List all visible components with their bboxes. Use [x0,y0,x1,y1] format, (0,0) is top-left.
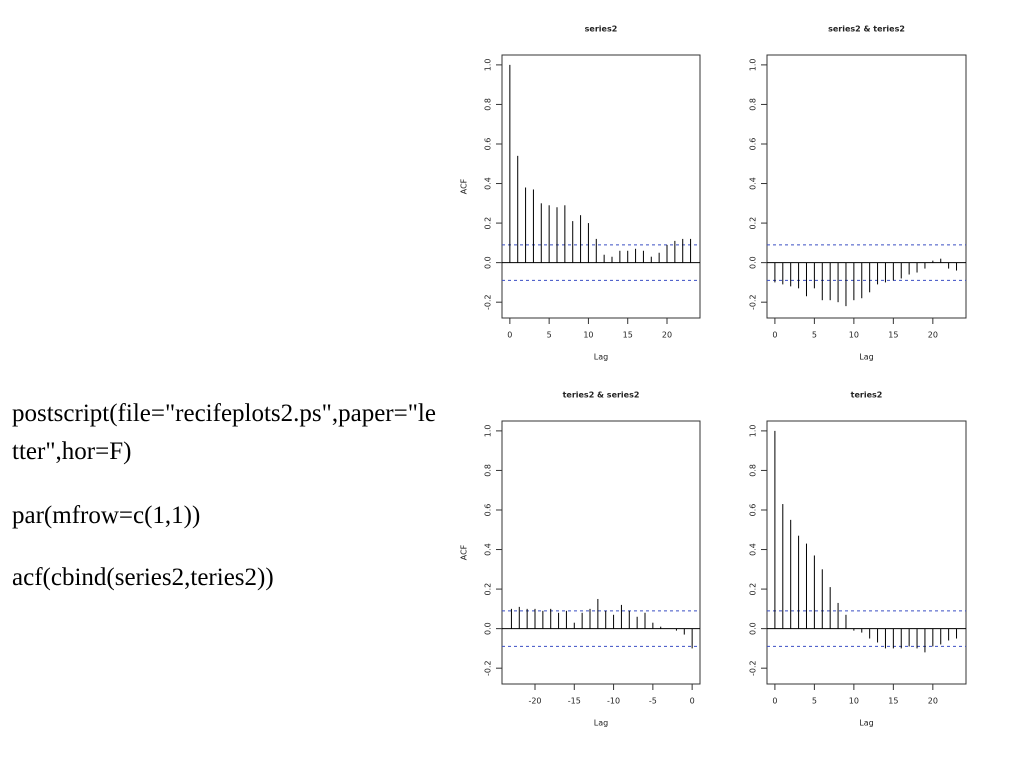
y-tick-label: 1.0 [749,59,758,72]
plot-frame [501,420,701,685]
x-axis-label: Lag [594,353,608,362]
y-tick-label: 0.8 [749,464,758,477]
x-tick-label: 0 [772,697,777,706]
x-axis-label: Lag [859,353,873,362]
y-tick-label: 0.0 [749,622,758,635]
y-tick-label: 0.4 [484,177,493,190]
x-tick-label: -20 [528,697,541,706]
y-tick-label: 0.4 [749,543,758,556]
x-axis-label: Lag [859,719,873,728]
chart-title: series2 [585,25,618,34]
y-axis-label: ACF [460,544,469,560]
x-tick-label: -5 [649,697,657,706]
y-tick-label: -0.2 [749,660,758,676]
x-tick-label: 10 [849,697,859,706]
chart-title: series2 & teries2 [828,25,905,34]
y-tick-label: 0.6 [484,138,493,151]
plot-frame [501,54,701,319]
y-tick-label: 1.0 [484,425,493,438]
x-tick-label: 0 [772,331,777,340]
y-tick-label: 0.0 [749,256,758,269]
x-tick-label: 0 [690,697,695,706]
y-tick-label: 0.8 [749,98,758,111]
y-tick-label: -0.2 [484,660,493,676]
y-tick-label: 0.8 [484,464,493,477]
plot-frame [766,420,967,685]
x-tick-label: 5 [547,331,552,340]
x-tick-label: 15 [888,331,898,340]
code-line: postscript(file="recifeplots2.ps",paper=… [12,400,436,465]
y-tick-label: 0.2 [749,217,758,230]
y-tick-label: 1.0 [749,425,758,438]
x-tick-label: 10 [849,331,859,340]
x-tick-label: 0 [507,331,512,340]
x-tick-label: 15 [888,697,898,706]
x-tick-label: 5 [812,697,817,706]
x-tick-label: -10 [607,697,620,706]
code-line: par(mfrow=c(1,1)) [12,502,201,529]
y-tick-label: 1.0 [484,59,493,72]
y-tick-label: 0.4 [484,543,493,556]
chart-title: teries2 [851,391,883,400]
y-tick-label: 0.6 [749,504,758,517]
y-tick-label: 0.2 [484,217,493,230]
x-tick-label: -15 [568,697,581,706]
y-tick-label: 0.6 [484,504,493,517]
x-tick-label: 20 [928,331,938,340]
y-tick-label: -0.2 [749,294,758,310]
y-tick-label: -0.2 [484,294,493,310]
plot-frame [766,54,967,319]
y-tick-label: 0.2 [749,583,758,596]
y-tick-label: 0.8 [484,98,493,111]
x-tick-label: 20 [928,697,938,706]
x-tick-label: 15 [623,331,633,340]
y-tick-label: 0.2 [484,583,493,596]
y-tick-label: 0.4 [749,177,758,190]
y-axis-label: ACF [460,178,469,194]
y-tick-label: 0.0 [484,622,493,635]
x-axis-label: Lag [594,719,608,728]
code-line: acf(cbind(series2,teries2)) [12,564,274,591]
y-tick-label: 0.6 [749,138,758,151]
x-tick-label: 5 [812,331,817,340]
y-tick-label: 0.0 [484,256,493,269]
x-tick-label: 20 [662,331,672,340]
x-tick-label: 10 [583,331,593,340]
chart-title: teries2 & series2 [563,391,640,400]
